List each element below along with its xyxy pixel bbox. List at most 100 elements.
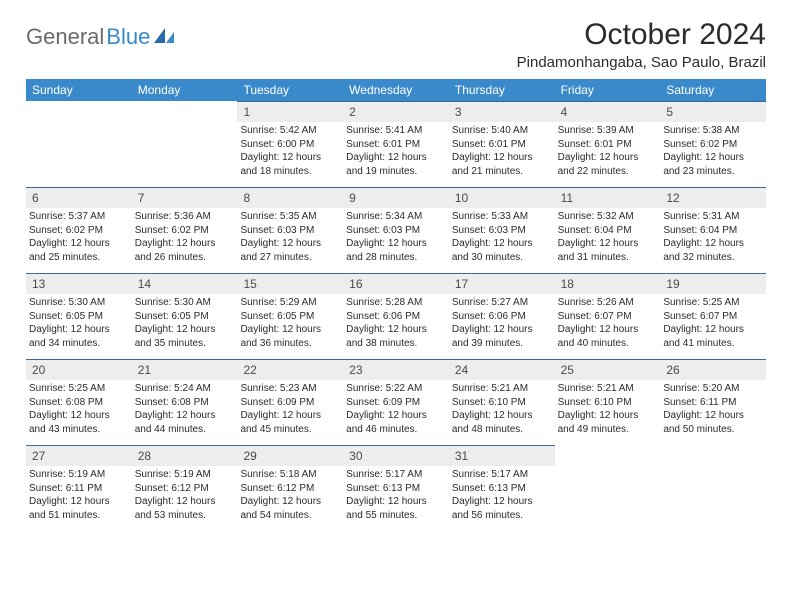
weekday-header: Thursday xyxy=(449,79,555,101)
day-number: 24 xyxy=(449,359,555,380)
day-cell: 18Sunrise: 5:26 AMSunset: 6:07 PMDayligh… xyxy=(555,273,661,359)
day-number: 28 xyxy=(132,445,238,466)
sunrise-text: Sunrise: 5:18 AM xyxy=(240,468,340,482)
sunset-text: Sunset: 6:03 PM xyxy=(240,224,340,238)
day-number: 19 xyxy=(660,273,766,294)
daylight-text: Daylight: 12 hours and 39 minutes. xyxy=(452,323,552,350)
sunrise-text: Sunrise: 5:34 AM xyxy=(346,210,446,224)
day-number: 11 xyxy=(555,187,661,208)
daylight-text: Daylight: 12 hours and 49 minutes. xyxy=(558,409,658,436)
calendar-page: GeneralBlue October 2024 Pindamonhangaba… xyxy=(0,0,792,541)
sunset-text: Sunset: 6:01 PM xyxy=(558,138,658,152)
sunset-text: Sunset: 6:04 PM xyxy=(558,224,658,238)
sunset-text: Sunset: 6:02 PM xyxy=(29,224,129,238)
day-cell: 6 Sunrise: 5:37 AMSunset: 6:02 PMDaylight… xyxy=(26,187,132,273)
sunset-text: Sunset: 6:07 PM xyxy=(558,310,658,324)
daylight-text: Daylight: 12 hours and 32 minutes. xyxy=(663,237,763,264)
day-cell xyxy=(660,445,766,531)
day-number: 4 xyxy=(555,101,661,122)
daylight-text: Daylight: 12 hours and 30 minutes. xyxy=(452,237,552,264)
day-cell: 29Sunrise: 5:18 AMSunset: 6:12 PMDayligh… xyxy=(237,445,343,531)
day-cell xyxy=(555,445,661,531)
weekday-header-row: Sunday Monday Tuesday Wednesday Thursday… xyxy=(26,79,766,101)
sunset-text: Sunset: 6:08 PM xyxy=(135,396,235,410)
sunrise-text: Sunrise: 5:27 AM xyxy=(452,296,552,310)
sunset-text: Sunset: 6:01 PM xyxy=(452,138,552,152)
sunrise-text: Sunrise: 5:29 AM xyxy=(240,296,340,310)
sunrise-text: Sunrise: 5:31 AM xyxy=(663,210,763,224)
sunrise-text: Sunrise: 5:17 AM xyxy=(346,468,446,482)
sunset-text: Sunset: 6:04 PM xyxy=(663,224,763,238)
day-number: 31 xyxy=(449,445,555,466)
day-cell: 19Sunrise: 5:25 AMSunset: 6:07 PMDayligh… xyxy=(660,273,766,359)
logo-sail-icon xyxy=(154,24,176,50)
sunset-text: Sunset: 6:10 PM xyxy=(452,396,552,410)
day-cell: 23Sunrise: 5:22 AMSunset: 6:09 PMDayligh… xyxy=(343,359,449,445)
day-cell xyxy=(132,101,238,187)
day-cell: 31Sunrise: 5:17 AMSunset: 6:13 PMDayligh… xyxy=(449,445,555,531)
sunrise-text: Sunrise: 5:32 AM xyxy=(558,210,658,224)
weekday-header: Tuesday xyxy=(237,79,343,101)
location-text: Pindamonhangaba, Sao Paulo, Brazil xyxy=(517,54,766,71)
sunset-text: Sunset: 6:03 PM xyxy=(452,224,552,238)
daylight-text: Daylight: 12 hours and 38 minutes. xyxy=(346,323,446,350)
week-row: 1Sunrise: 5:42 AMSunset: 6:00 PMDaylight… xyxy=(26,101,766,187)
day-cell: 2Sunrise: 5:41 AMSunset: 6:01 PMDaylight… xyxy=(343,101,449,187)
logo-text-blue: Blue xyxy=(106,24,150,50)
day-number: 30 xyxy=(343,445,449,466)
daylight-text: Daylight: 12 hours and 43 minutes. xyxy=(29,409,129,436)
day-cell: 9Sunrise: 5:34 AMSunset: 6:03 PMDaylight… xyxy=(343,187,449,273)
sunrise-text: Sunrise: 5:19 AM xyxy=(29,468,129,482)
sunrise-text: Sunrise: 5:41 AM xyxy=(346,124,446,138)
sunset-text: Sunset: 6:07 PM xyxy=(663,310,763,324)
day-number: 5 xyxy=(660,101,766,122)
sunrise-text: Sunrise: 5:17 AM xyxy=(452,468,552,482)
sunrise-text: Sunrise: 5:37 AM xyxy=(29,210,129,224)
day-cell: 30 Sunrise: 5:17 AMSunset: 6:13 PMDayligh… xyxy=(343,445,449,531)
sunrise-text: Sunrise: 5:35 AM xyxy=(240,210,340,224)
day-cell: 14Sunrise: 5:30 AMSunset: 6:05 PMDayligh… xyxy=(132,273,238,359)
weekday-header: Monday xyxy=(132,79,238,101)
week-row: 27Sunrise: 5:19 AMSunset: 6:11 PMDayligh… xyxy=(26,445,766,531)
daylight-text: Daylight: 12 hours and 51 minutes. xyxy=(29,495,129,522)
day-cell xyxy=(26,101,132,187)
sunrise-text: Sunrise: 5:28 AM xyxy=(346,296,446,310)
day-cell: 13Sunrise: 5:30 AMSunset: 6:05 PMDayligh… xyxy=(26,273,132,359)
weekday-header: Wednesday xyxy=(343,79,449,101)
sunset-text: Sunset: 6:00 PM xyxy=(240,138,340,152)
daylight-text: Daylight: 12 hours and 28 minutes. xyxy=(346,237,446,264)
weekday-header: Saturday xyxy=(660,79,766,101)
sunset-text: Sunset: 6:05 PM xyxy=(29,310,129,324)
sunset-text: Sunset: 6:12 PM xyxy=(240,482,340,496)
day-number: 6 xyxy=(26,187,132,208)
sunset-text: Sunset: 6:10 PM xyxy=(558,396,658,410)
sunset-text: Sunset: 6:13 PM xyxy=(346,482,446,496)
daylight-text: Daylight: 12 hours and 55 minutes. xyxy=(346,495,446,522)
day-cell: 5Sunrise: 5:38 AMSunset: 6:02 PMDaylight… xyxy=(660,101,766,187)
day-cell: 7Sunrise: 5:36 AMSunset: 6:02 PMDaylight… xyxy=(132,187,238,273)
day-cell: 10Sunrise: 5:33 AMSunset: 6:03 PMDayligh… xyxy=(449,187,555,273)
logo: GeneralBlue xyxy=(26,18,176,50)
header: GeneralBlue October 2024 Pindamonhangaba… xyxy=(26,18,766,71)
sunset-text: Sunset: 6:02 PM xyxy=(135,224,235,238)
day-number: 16 xyxy=(343,273,449,294)
day-cell: 8Sunrise: 5:35 AMSunset: 6:03 PMDaylight… xyxy=(237,187,343,273)
sunset-text: Sunset: 6:06 PM xyxy=(346,310,446,324)
day-cell: 20Sunrise: 5:25 AMSunset: 6:08 PMDayligh… xyxy=(26,359,132,445)
sunrise-text: Sunrise: 5:23 AM xyxy=(240,382,340,396)
daylight-text: Daylight: 12 hours and 45 minutes. xyxy=(240,409,340,436)
daylight-text: Daylight: 12 hours and 25 minutes. xyxy=(29,237,129,264)
day-number: 17 xyxy=(449,273,555,294)
day-cell: 15Sunrise: 5:29 AMSunset: 6:05 PMDayligh… xyxy=(237,273,343,359)
day-cell: 27Sunrise: 5:19 AMSunset: 6:11 PMDayligh… xyxy=(26,445,132,531)
day-number: 9 xyxy=(343,187,449,208)
weeks-container: 1Sunrise: 5:42 AMSunset: 6:00 PMDaylight… xyxy=(26,101,766,531)
sunset-text: Sunset: 6:08 PM xyxy=(29,396,129,410)
week-row: 6Sunrise: 5:37 AMSunset: 6:02 PMDaylight… xyxy=(26,187,766,273)
daylight-text: Daylight: 12 hours and 41 minutes. xyxy=(663,323,763,350)
day-cell: 26Sunrise: 5:20 AMSunset: 6:11 PMDayligh… xyxy=(660,359,766,445)
weekday-header: Sunday xyxy=(26,79,132,101)
sunrise-text: Sunrise: 5:26 AM xyxy=(558,296,658,310)
sunrise-text: Sunrise: 5:19 AM xyxy=(135,468,235,482)
sunset-text: Sunset: 6:09 PM xyxy=(240,396,340,410)
